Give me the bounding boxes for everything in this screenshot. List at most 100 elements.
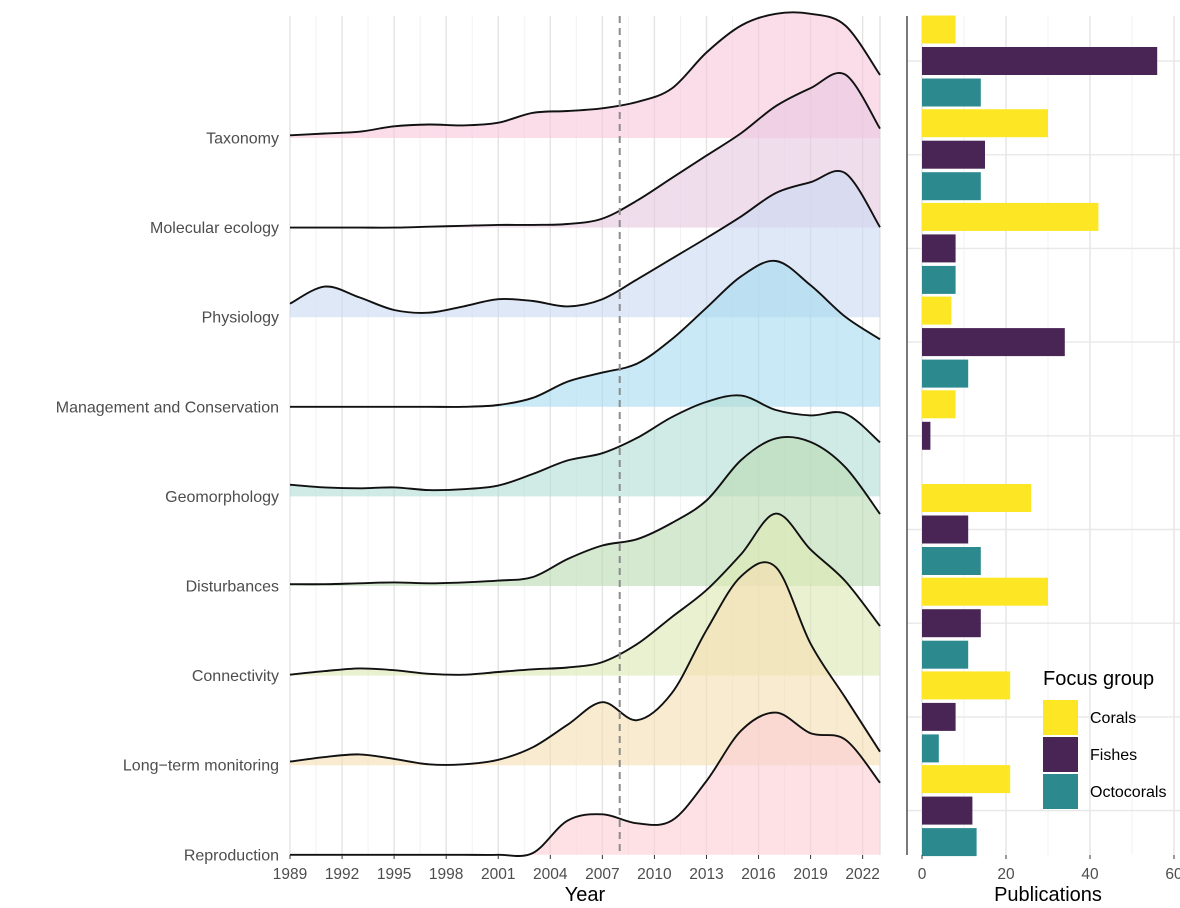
- bar-octocorals: [922, 734, 939, 763]
- legend: Focus group Corals Fishes Octocorals: [1043, 668, 1166, 809]
- bar-octocorals: [922, 828, 977, 857]
- ridge-disturbances: [289, 436, 881, 586]
- ridgeline-densities: [289, 11, 881, 857]
- category-label: Disturbances: [186, 579, 279, 596]
- x-tick-label: 1995: [377, 866, 411, 883]
- x-tick-label: 2007: [585, 866, 619, 883]
- x-tick-label: 2013: [689, 866, 723, 883]
- x-tick-label: 2016: [741, 866, 775, 883]
- density-area: [290, 562, 880, 766]
- bar-group-taxonomy: [922, 15, 1158, 107]
- ridge-physiology: [289, 170, 881, 318]
- bar-group-connectivity: [922, 577, 1048, 669]
- category-label: Long−term monitoring: [123, 758, 279, 775]
- bar-group-physiology: [922, 202, 1099, 294]
- density-outline: [290, 711, 881, 857]
- category-label: Management and Conservation: [56, 399, 279, 416]
- x-tick-label: 0: [918, 866, 927, 883]
- bar-group-disturbances: [922, 484, 1032, 575]
- bar-group-reproduction: [922, 765, 1011, 857]
- x-tick-label: 60: [1165, 866, 1180, 883]
- x-tick-label: 1989: [273, 866, 307, 883]
- bar-fishes: [922, 515, 969, 544]
- ridge-management-and-conservation: [290, 259, 881, 408]
- legend-swatch: [1043, 700, 1078, 735]
- legend-label: Octocorals: [1090, 784, 1166, 801]
- density-outline: [289, 170, 881, 314]
- x-tick-label: 2004: [533, 866, 568, 883]
- legend-swatch: [1043, 737, 1078, 772]
- x-tick-label: 2019: [793, 866, 827, 883]
- bar-group-geomorphology: [922, 390, 956, 450]
- ridge-taxonomy: [289, 11, 881, 138]
- bar-octocorals: [922, 640, 969, 669]
- x-tick-label: 1998: [429, 866, 463, 883]
- legend-label: Corals: [1090, 710, 1136, 727]
- bar-corals: [922, 296, 952, 325]
- bar-marks: [922, 15, 1158, 857]
- bar-corals: [922, 202, 1099, 231]
- legend-swatch: [1043, 774, 1078, 809]
- density-area: [290, 72, 880, 228]
- x-tick-label: 40: [1081, 866, 1099, 883]
- density-area: [290, 712, 880, 857]
- x-tick-label: 2022: [845, 866, 879, 883]
- density-outline: [290, 72, 881, 229]
- density-area: [290, 12, 880, 138]
- bar-fishes: [922, 140, 985, 169]
- bar-fishes: [922, 609, 981, 638]
- bar-group-molecular-ecology: [922, 109, 1048, 201]
- bar-group-long-term-monitoring: [922, 671, 1011, 763]
- bar-corals: [922, 390, 956, 419]
- bar-corals: [922, 484, 1032, 512]
- bar-fishes: [922, 421, 931, 450]
- category-label: Connectivity: [192, 668, 279, 685]
- legend-item-octocorals: Octocorals: [1043, 774, 1166, 809]
- bar-group-management-and-conservation: [922, 296, 1065, 388]
- category-label: Molecular ecology: [150, 220, 279, 237]
- legend-items: Corals Fishes Octocorals: [1043, 700, 1166, 809]
- x-axis-title-year: Year: [565, 884, 606, 906]
- bar-fishes: [922, 702, 956, 731]
- category-label: Taxonomy: [206, 131, 279, 148]
- legend-item-corals: Corals: [1043, 700, 1136, 735]
- bar-octocorals: [922, 265, 956, 294]
- bar-octocorals: [922, 78, 981, 107]
- density-outline: [289, 512, 881, 676]
- density-outline: [289, 436, 881, 586]
- x-tick-label: 1992: [325, 866, 359, 883]
- bar-fishes: [922, 234, 956, 263]
- bar-corals: [922, 671, 1011, 700]
- bar-corals: [922, 109, 1048, 138]
- category-label: Physiology: [202, 310, 279, 327]
- density-outline: [289, 11, 881, 137]
- bar-fishes: [922, 328, 1065, 357]
- legend-item-fishes: Fishes: [1043, 737, 1137, 772]
- year-axis-ticks: 1989 1992 1995 1998 2001 2004 2007 2010 2013 2016…: [273, 855, 880, 883]
- density-area: [290, 436, 880, 586]
- legend-title: Focus group: [1043, 668, 1154, 690]
- bar-corals: [922, 15, 956, 44]
- legend-label: Fishes: [1090, 747, 1137, 764]
- category-label: Geomorphology: [165, 489, 279, 506]
- density-area: [290, 170, 880, 318]
- ridge-reproduction: [290, 711, 881, 857]
- density-area: [290, 260, 880, 407]
- density-outline: [290, 259, 881, 408]
- density-outline: [289, 561, 881, 766]
- category-labels: Taxonomy Molecular ecology Physiology Manag…: [56, 131, 279, 865]
- bar-fishes: [922, 796, 973, 825]
- bar-fishes: [922, 47, 1158, 75]
- x-tick-label: 2010: [637, 866, 672, 883]
- bar-panel: 0 20 40 60 Publications: [906, 15, 1180, 906]
- x-axis-title-publications: Publications: [994, 884, 1102, 906]
- publications-axis-ticks: 0 20 40 60: [918, 855, 1180, 883]
- ridge-long-term-monitoring: [289, 561, 881, 766]
- ridgeline-panel: Taxonomy Molecular ecology Physiology Manag…: [56, 11, 881, 906]
- bar-octocorals: [922, 172, 981, 201]
- x-tick-label: 20: [997, 866, 1015, 883]
- x-tick-label: 2001: [481, 866, 515, 883]
- bar-corals: [922, 577, 1048, 606]
- category-label: Reproduction: [184, 847, 279, 864]
